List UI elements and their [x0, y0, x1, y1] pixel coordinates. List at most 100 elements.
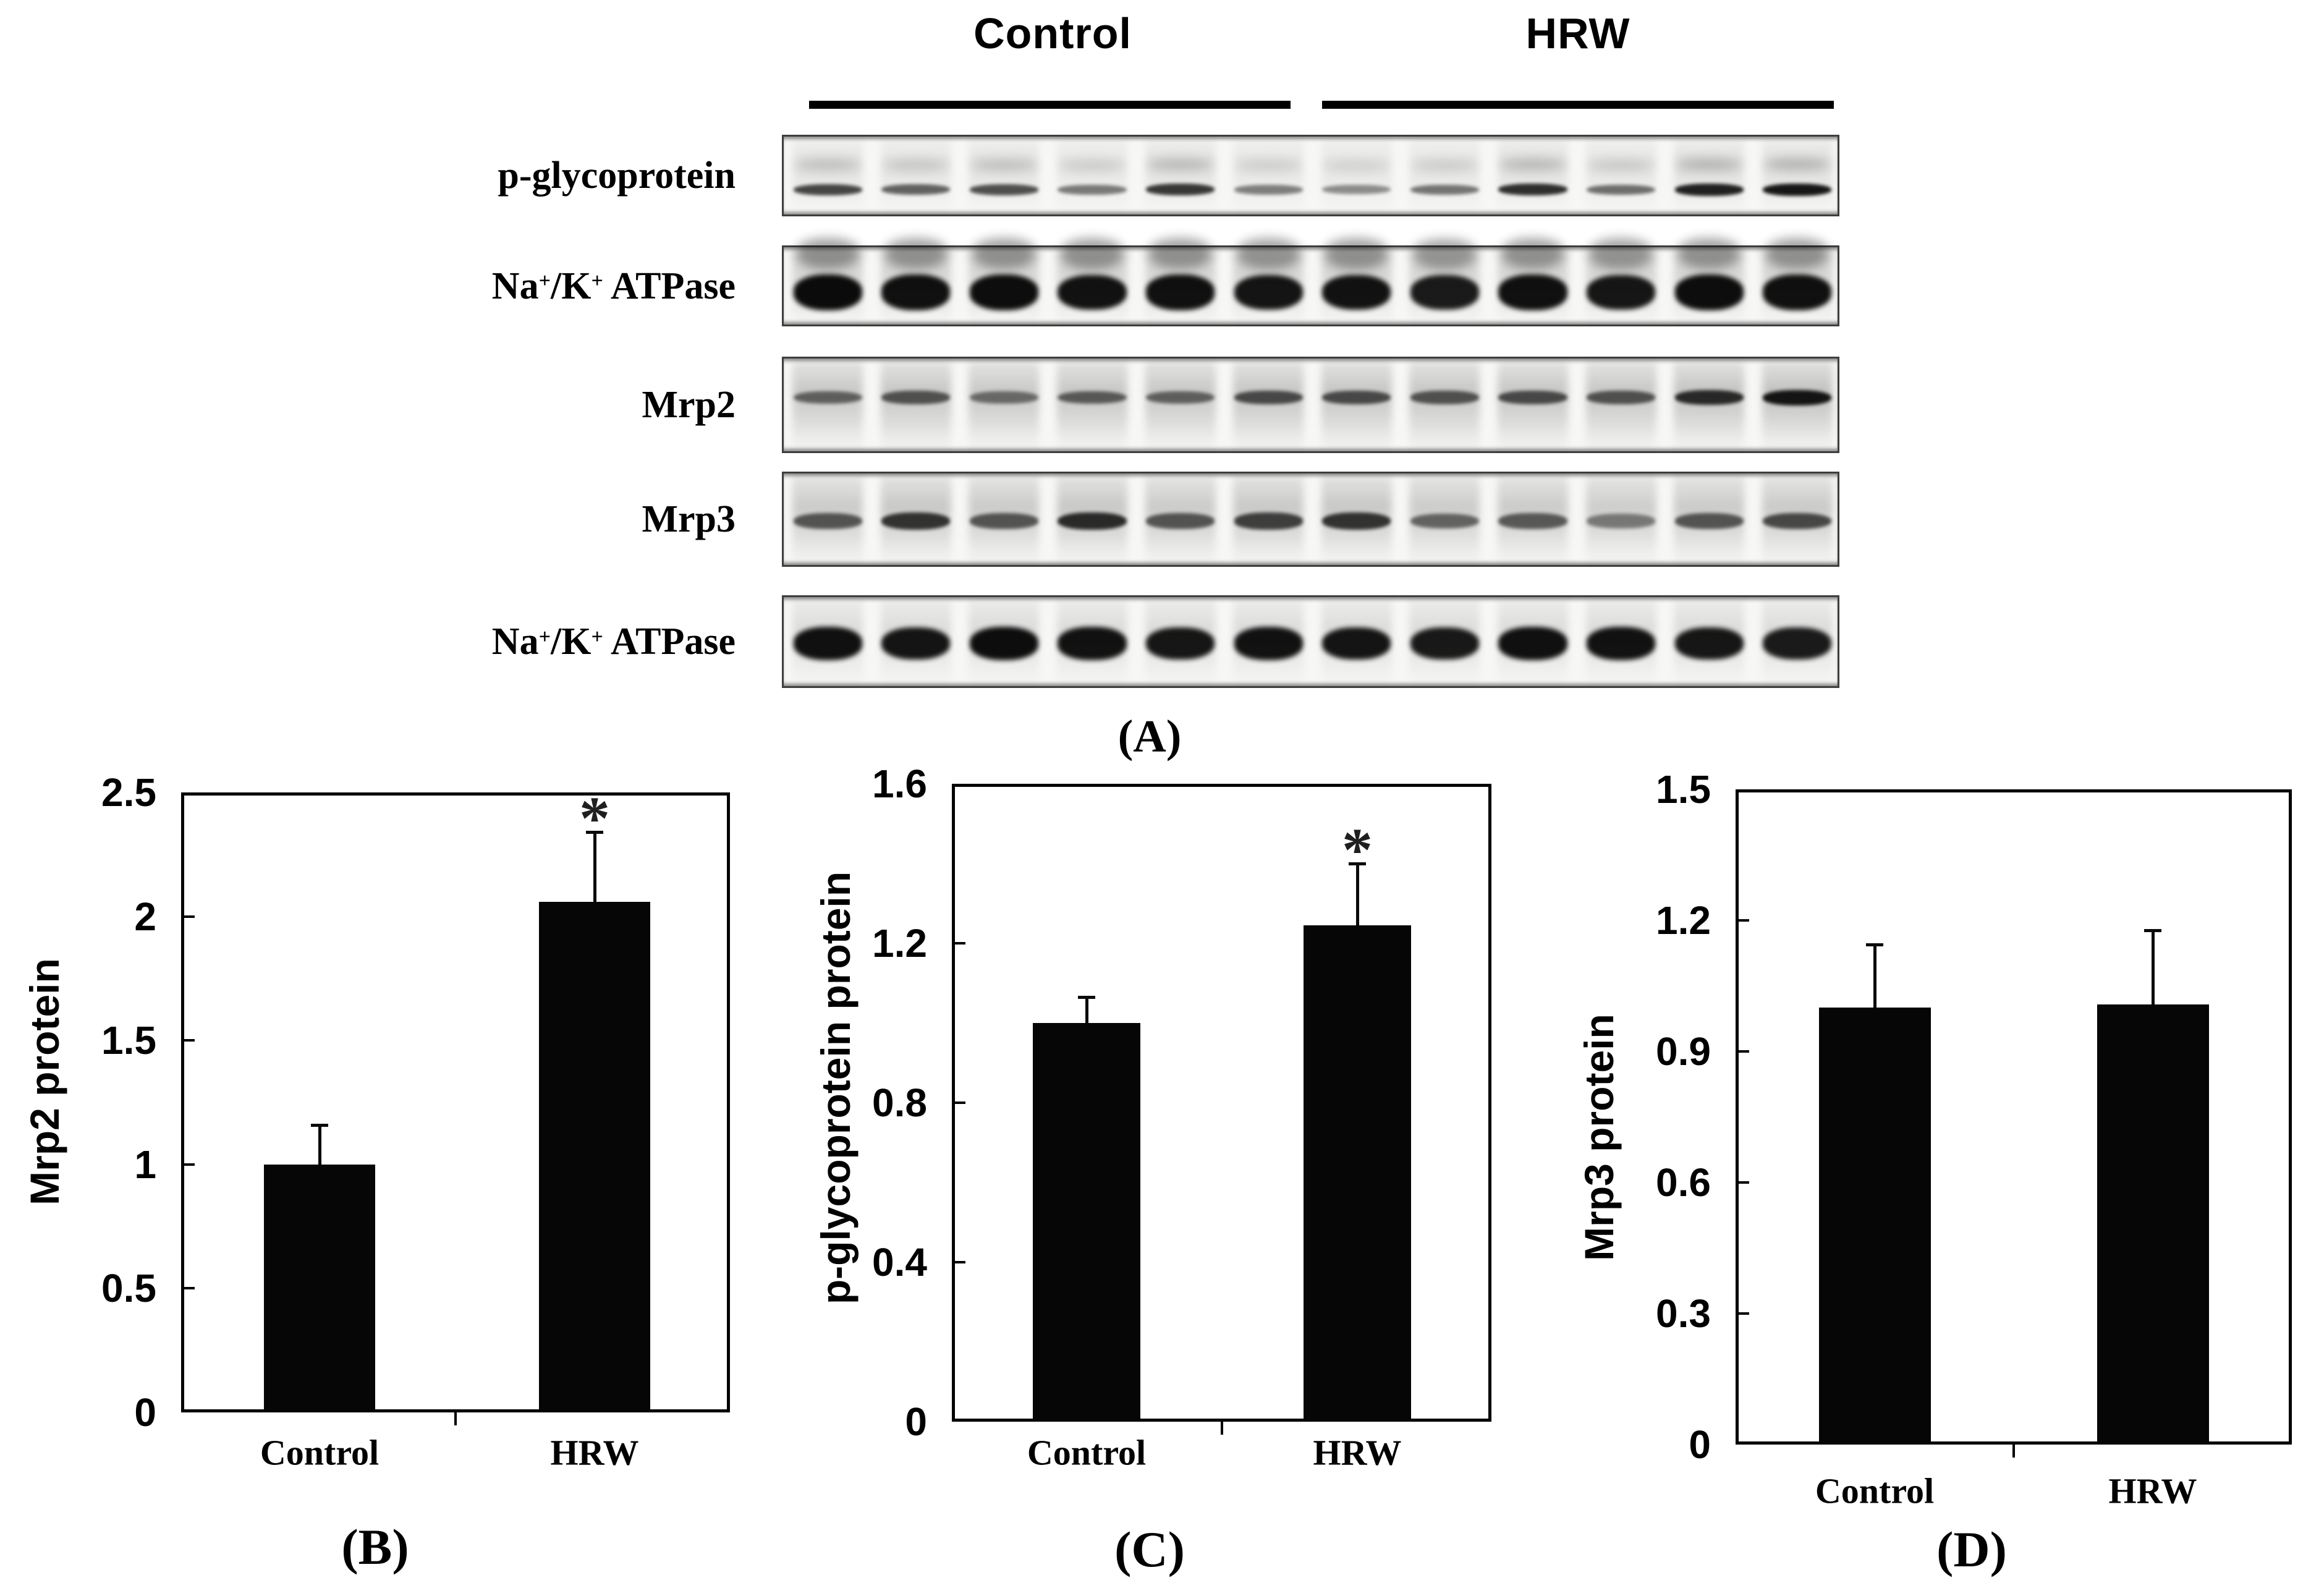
- blot-band: [793, 184, 862, 195]
- blot-lane: [872, 597, 960, 686]
- lane-smear: [969, 138, 1040, 213]
- lane-smear: [1145, 361, 1216, 449]
- blot-band: [1674, 513, 1744, 529]
- band-smudge: [1501, 238, 1565, 270]
- blot-band: [969, 274, 1039, 310]
- blot-lane: [1665, 359, 1753, 451]
- blot-band: [793, 513, 862, 529]
- blot-lane: [1401, 473, 1489, 565]
- blot-band: [1586, 514, 1656, 528]
- x-axis-tick: [1220, 1419, 1223, 1435]
- y-axis-tick: [952, 1101, 965, 1104]
- blot-lane: [1224, 597, 1313, 686]
- lane-smear: [1057, 361, 1128, 449]
- blot-lane: [960, 473, 1048, 565]
- panel-label: (D): [1936, 1521, 2007, 1577]
- superscript-plus: +: [538, 270, 551, 293]
- x-axis-tick: [2012, 1441, 2015, 1458]
- blot-band: [1146, 274, 1215, 310]
- error-bar-stem: [2151, 930, 2155, 1005]
- blot-lane: [1489, 137, 1577, 214]
- blot-lane: [1665, 238, 1753, 325]
- lane-smear: [1409, 361, 1480, 449]
- lane-smear: [880, 138, 951, 213]
- lane-smear: [1321, 361, 1392, 449]
- blot-band: [1763, 183, 1832, 196]
- error-bar-stem: [1355, 864, 1359, 925]
- blot-band: [1322, 274, 1391, 310]
- band-smudge: [972, 159, 1036, 171]
- y-tick-label: 0: [905, 1399, 927, 1444]
- blot-lane: [1048, 137, 1137, 214]
- blot-band: [1674, 183, 1744, 196]
- y-tick-label: 1.5: [101, 1018, 156, 1063]
- error-bar-cap: [1078, 996, 1095, 1000]
- y-axis-tick: [181, 1163, 195, 1166]
- blot-lane: [1489, 473, 1577, 565]
- significance-asterisk: *: [579, 784, 610, 853]
- blot-lane: [872, 137, 960, 214]
- y-axis-tick: [1736, 1181, 1749, 1184]
- label-text: ATPase: [603, 265, 736, 307]
- blot-lane: [1577, 359, 1665, 451]
- panel-label: (B): [341, 1519, 409, 1575]
- label-text: Na: [491, 265, 539, 307]
- blot-band: [793, 627, 862, 660]
- y-tick-label: 0.8: [872, 1080, 927, 1125]
- bar-hrw: [539, 901, 650, 1411]
- band-smudge: [1501, 159, 1565, 170]
- label-text: Mrp3: [642, 498, 736, 540]
- blot-lane: [1224, 137, 1313, 214]
- y-tick-label: 0.5: [101, 1266, 156, 1311]
- blot-lane: [1489, 359, 1577, 451]
- lane-smear: [1233, 361, 1304, 449]
- blot-row-4: [782, 472, 1839, 567]
- control-group-underline: [809, 101, 1291, 109]
- blot-band: [969, 627, 1039, 660]
- band-smudge: [1677, 238, 1741, 270]
- blot-lane: [784, 473, 872, 565]
- band-smudge: [795, 159, 860, 171]
- blot-band: [1498, 391, 1567, 404]
- blot-lane: [1136, 137, 1224, 214]
- blot-lane: [872, 473, 960, 565]
- blot-band: [881, 184, 951, 195]
- blot-band: [881, 274, 951, 310]
- label-text: Mrp2: [642, 384, 736, 426]
- error-bar-cap: [1866, 943, 1883, 946]
- panel-a-label: (A): [1117, 711, 1182, 762]
- blot-row-3: [782, 357, 1839, 453]
- lane-smear: [1497, 361, 1568, 449]
- lane-smear: [1145, 138, 1216, 213]
- blot-band: [1322, 185, 1391, 195]
- blot-band: [1058, 391, 1127, 404]
- blot-band: [1498, 513, 1567, 529]
- error-bar-stem: [1085, 997, 1088, 1023]
- blot-lane: [1136, 238, 1224, 325]
- bar-hrw: [2097, 1004, 2209, 1443]
- blot-lane: [1753, 137, 1841, 214]
- blot-band: [881, 512, 951, 530]
- blot-band: [1058, 184, 1127, 195]
- blot-lane: [1048, 359, 1137, 451]
- y-tick-label: 0: [1689, 1422, 1711, 1467]
- band-smudge: [1765, 158, 1830, 170]
- blot-lane: [1224, 359, 1313, 451]
- blot-band: [1234, 274, 1303, 310]
- y-axis-title: Mrp3 protein: [1576, 1014, 1622, 1261]
- error-bar-stem: [1873, 944, 1876, 1008]
- blot-lane: [1665, 473, 1753, 565]
- blot-band: [1410, 391, 1479, 404]
- blot-row-label-mrp2: Mrp2: [210, 379, 736, 431]
- blot-lane: [960, 238, 1048, 325]
- blot-band: [1586, 274, 1656, 310]
- y-tick-label: 0.3: [1656, 1291, 1711, 1336]
- band-smudge: [1148, 159, 1212, 171]
- blot-lane: [1577, 239, 1665, 325]
- lane-smear: [1674, 138, 1745, 213]
- blot-row-label-p-glycoprotein: p-glycoprotein: [210, 150, 736, 202]
- blot-lane: [1313, 137, 1401, 214]
- y-tick-label: 1.6: [872, 762, 927, 806]
- blot-lane: [784, 359, 872, 451]
- blot-band: [1234, 627, 1303, 660]
